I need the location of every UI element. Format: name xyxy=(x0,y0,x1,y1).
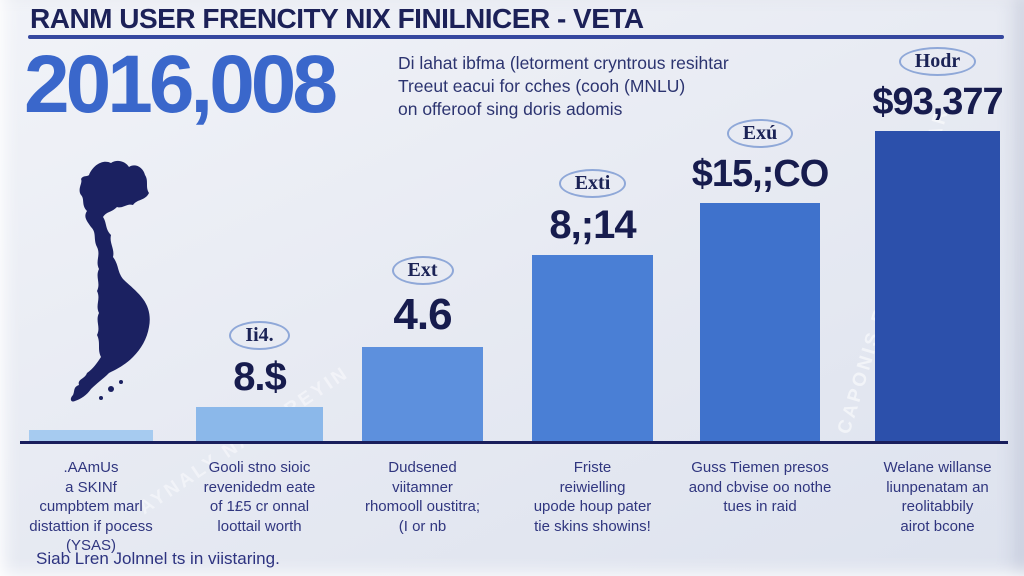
bar-category-badge: Exú xyxy=(726,119,794,148)
bar-category-label: Ext xyxy=(407,259,438,281)
bar-value: 8.$ xyxy=(233,355,287,399)
description-text: Di lahat ibfma (letorment cryntrous resi… xyxy=(398,53,729,120)
title-underline xyxy=(28,35,1004,39)
island-dot xyxy=(108,386,114,392)
vietnam-map xyxy=(70,160,150,402)
bar-value: $15,;CO xyxy=(691,153,830,195)
bar-category-badge: Exti xyxy=(558,169,627,198)
island-dot xyxy=(99,396,103,400)
bar-caption: .AAmUs a SKINf cumpbtem marl distattion … xyxy=(29,459,153,554)
bar-value: $93,377 xyxy=(872,81,1003,123)
bar-caption: Dudsened viitamner rhomooll oustitra; (I… xyxy=(364,459,481,535)
bar-category-badge: Ext xyxy=(391,256,454,285)
bar xyxy=(29,430,153,441)
bar xyxy=(532,255,653,441)
bar xyxy=(196,407,323,441)
bar xyxy=(700,203,820,441)
bar-caption: Welane willanse liunpenatam an reolitabb… xyxy=(883,459,992,535)
bar-group-4: Exti 8,;14 xyxy=(532,169,653,441)
bar-value: 4.6 xyxy=(393,290,452,339)
bar-group-5: Exú $15,;CO xyxy=(692,119,829,441)
bar-category-label: Hodr xyxy=(914,50,961,72)
headline-number: 2016,008 xyxy=(24,39,338,130)
vietnam-landmass xyxy=(70,160,150,402)
footer-note: Siab Lren Jolnnel ts in viistaring. xyxy=(36,549,280,568)
page-title: RANM USER FRENCITY NIX FINILNICER - VETA xyxy=(30,3,644,34)
bar-group-6: Hodr $93,377 xyxy=(872,47,1004,441)
bar-category-label: Ii4. xyxy=(245,324,274,346)
bar-category-label: Exti xyxy=(574,172,611,194)
bar-category-badge: Ii4. xyxy=(229,321,290,350)
bar-caption: Gooli stno sioic revenidedm eate of 1£5 … xyxy=(203,459,316,535)
island-dot xyxy=(119,380,123,384)
bar-group-2: Ii4. 8.$ xyxy=(196,321,323,441)
bar xyxy=(875,131,1000,441)
bar-category-badge: Hodr xyxy=(898,47,977,76)
bar-value: 8,;14 xyxy=(549,203,636,247)
bar-group-1 xyxy=(29,430,153,441)
bar-category-label: Exú xyxy=(742,122,778,144)
bar xyxy=(362,347,483,441)
chart-baseline xyxy=(20,441,1008,444)
bar-caption: Friste reiwielling upode houp pater tie … xyxy=(533,459,652,535)
bar-caption: Guss Tiemen presos aond cbvise oo nothe … xyxy=(688,459,832,515)
bar-group-3: Ext 4.6 xyxy=(362,256,483,441)
